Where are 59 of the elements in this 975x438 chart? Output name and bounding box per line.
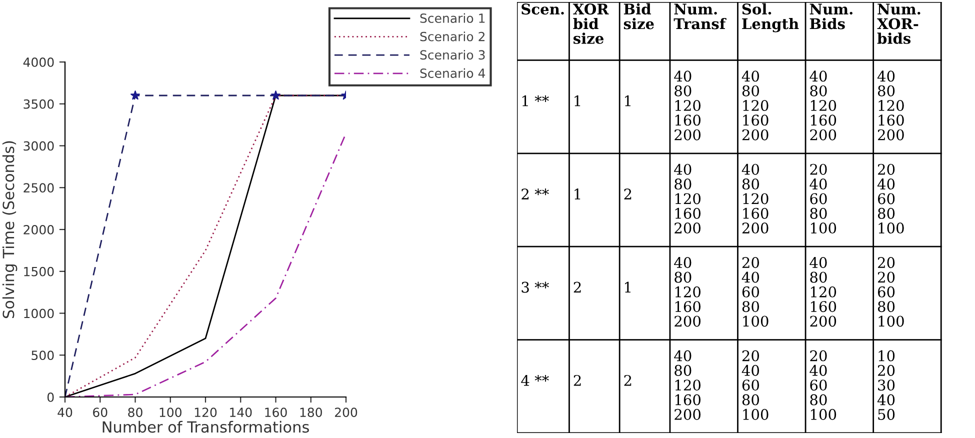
- text: 40 80 120 160 200: [810, 257, 836, 327]
- text: Sol. Length: [742, 3, 799, 32]
- text: 20 40 60 80 100: [742, 257, 768, 327]
- text: Scenario 2: [420, 32, 484, 42]
- text: 1: [625, 95, 630, 106]
- text: 4 **: [521, 374, 549, 386]
- x-tick-label: 180: [300, 408, 322, 418]
- text: 20 40 60 80 100: [742, 350, 768, 420]
- text: 20 20 60 80 100: [878, 257, 904, 327]
- text: Scen.: [522, 4, 564, 15]
- text: Scenario 1: [420, 13, 485, 23]
- y-tick-label: 2500: [24, 183, 54, 193]
- text: Scenario 3: [420, 50, 485, 60]
- text: XOR bid size: [572, 4, 609, 44]
- text: 40 80 120 160 200: [877, 70, 904, 140]
- text: 40 80 120 160 200: [810, 70, 836, 140]
- x-tick-label: 60: [93, 408, 108, 418]
- x-axis-title: Number of Transformations: [102, 420, 309, 433]
- y-tick-label: 1000: [24, 308, 54, 318]
- x-tick-label: 200: [334, 408, 358, 418]
- text: 40 80 120 160 200: [742, 70, 768, 140]
- text: 20 40 60 80 100: [810, 350, 836, 420]
- text: 10 20 30 40 50: [877, 350, 895, 420]
- text: Num. Bids: [810, 4, 852, 30]
- text: 2: [624, 374, 632, 386]
- text: 1: [574, 188, 580, 200]
- text: 3 **: [522, 282, 549, 293]
- text: Scenario 4: [420, 68, 486, 78]
- text: 40 80 120 160 200: [674, 70, 701, 140]
- text: Num. XOR- bids: [877, 4, 920, 44]
- text: 40 80 120 160 200: [742, 164, 768, 234]
- text: 40 80 120 160 200: [674, 257, 701, 327]
- text: Bid size: [624, 3, 654, 30]
- y-axis-title: Solving Time (Seconds): [2, 141, 18, 318]
- text: 2: [574, 282, 581, 293]
- text: 20 40 60 80 100: [810, 164, 836, 234]
- x-tick-label: 140: [230, 408, 252, 418]
- x-tick-label: 80: [128, 408, 142, 418]
- text: 40 80 120 160 200: [674, 164, 701, 234]
- y-tick-label: 0: [47, 392, 54, 402]
- text: 1: [574, 95, 580, 106]
- y-tick-label: 2000: [24, 224, 54, 234]
- y-tick-label: 4000: [23, 57, 54, 67]
- x-tick-label: 40: [58, 408, 72, 418]
- x-tick-label: 160: [265, 408, 287, 418]
- y-tick-label: 3000: [24, 141, 54, 151]
- x-tick-label: 120: [194, 408, 217, 418]
- text: 2: [624, 188, 632, 200]
- text: 2: [574, 374, 581, 386]
- text: 1 **: [522, 95, 549, 106]
- text: 1: [625, 282, 630, 293]
- text: Num. Transf: [674, 4, 726, 30]
- text: 40 80 120 160 200: [674, 350, 701, 420]
- text: 20 40 60 80 100: [877, 164, 904, 234]
- y-tick-label: 1500: [24, 266, 54, 276]
- text: 2 **: [522, 188, 549, 200]
- x-tick-label: 100: [160, 408, 182, 418]
- y-tick-label: 3500: [24, 99, 54, 109]
- y-tick-label: 500: [32, 350, 54, 360]
